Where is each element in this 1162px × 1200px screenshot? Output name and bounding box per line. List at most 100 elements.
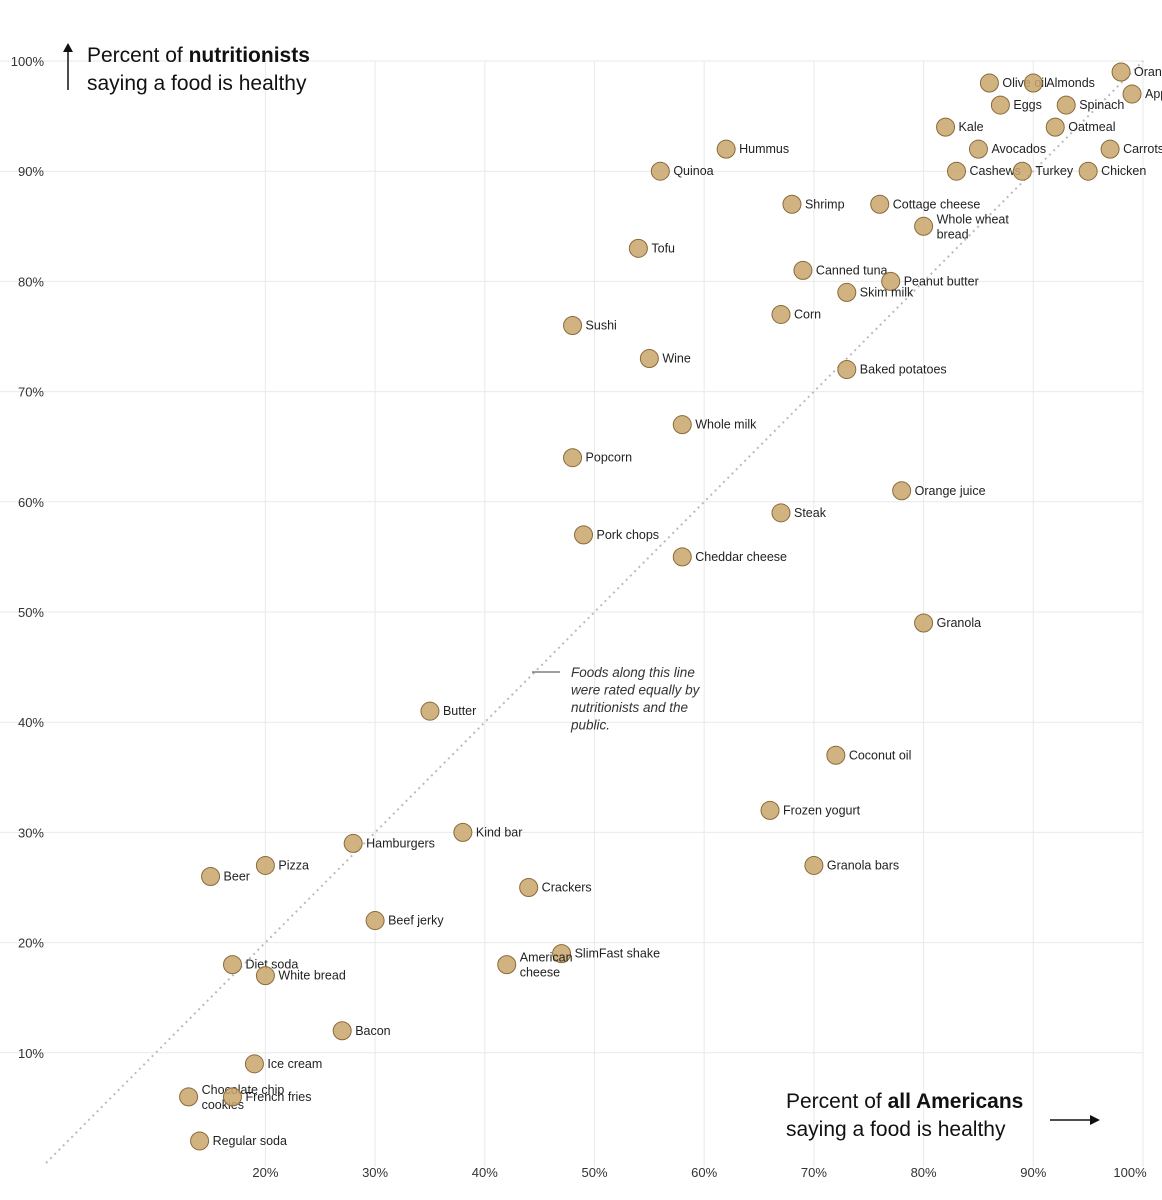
data-point bbox=[650, 161, 670, 181]
point-label: Corn bbox=[794, 307, 821, 321]
y-axis-title-bold: nutritionists bbox=[189, 44, 310, 67]
y-axis-title-line1: Percent of nutritionists bbox=[87, 44, 310, 67]
point-label: Spinach bbox=[1079, 98, 1124, 112]
point-label: Eggs bbox=[1013, 98, 1042, 112]
data-point bbox=[793, 260, 813, 280]
y-tick-label: 10% bbox=[18, 1046, 44, 1061]
data-point bbox=[255, 966, 275, 986]
x-tick-label: 80% bbox=[911, 1165, 937, 1180]
point-label: Ice cream bbox=[267, 1057, 322, 1071]
point-label: Orange juice bbox=[915, 484, 986, 498]
equality-line bbox=[45, 60, 1144, 1164]
point-label: Beer bbox=[224, 869, 250, 883]
point-label: Coconut oil bbox=[849, 748, 912, 762]
y-tick-label: 70% bbox=[18, 385, 44, 400]
data-point bbox=[222, 1087, 242, 1107]
point-label: White bread bbox=[278, 969, 345, 983]
point-label: American cheese bbox=[520, 951, 573, 980]
point-label: Baked potatoes bbox=[860, 363, 947, 377]
point-label: Almonds bbox=[1046, 76, 1095, 90]
data-point bbox=[826, 745, 846, 765]
x-tick-label: 50% bbox=[581, 1165, 607, 1180]
data-point bbox=[365, 911, 385, 931]
data-point bbox=[563, 448, 583, 468]
point-label: Popcorn bbox=[586, 451, 633, 465]
data-point bbox=[179, 1087, 199, 1107]
data-point bbox=[343, 833, 363, 853]
data-point bbox=[519, 878, 539, 897]
data-point bbox=[672, 415, 692, 435]
data-point bbox=[870, 194, 890, 214]
data-point bbox=[190, 1131, 210, 1151]
point-label: Butter bbox=[443, 704, 476, 718]
point-label: Hummus bbox=[739, 142, 789, 156]
up-arrowhead-icon bbox=[63, 43, 73, 52]
point-label: Avocados bbox=[991, 142, 1046, 156]
point-label: Quinoa bbox=[673, 164, 713, 178]
data-point bbox=[771, 304, 791, 324]
x-axis-title-bold: all Americans bbox=[888, 1090, 1024, 1113]
data-point bbox=[453, 822, 473, 842]
x-tick-label: 40% bbox=[472, 1165, 498, 1180]
data-point bbox=[782, 194, 802, 214]
data-point bbox=[628, 238, 648, 258]
point-label: Crackers bbox=[542, 881, 592, 895]
data-point bbox=[222, 955, 242, 975]
x-tick-label: 100% bbox=[1113, 1165, 1147, 1180]
data-point bbox=[716, 139, 736, 159]
point-label: Turkey bbox=[1035, 164, 1073, 178]
x-axis-ticks: 20% 30% 40% 50% 60% 70% 80% 90% 100% bbox=[252, 1165, 1147, 1180]
y-tick-label: 20% bbox=[18, 936, 44, 951]
y-tick-label: 80% bbox=[18, 274, 44, 289]
y-tick-label: 60% bbox=[18, 495, 44, 510]
equality-note: Foods along this line were rated equally … bbox=[532, 665, 701, 733]
y-tick-label: 90% bbox=[18, 164, 44, 179]
data-point bbox=[771, 503, 791, 523]
point-label: Granola bars bbox=[827, 858, 899, 872]
data-point bbox=[936, 117, 956, 137]
y-axis-title: Percent of nutritionists saying a food i… bbox=[63, 43, 310, 95]
y-tick-label: 50% bbox=[18, 605, 44, 620]
grid bbox=[0, 60, 1144, 1167]
y-tick-label: 100% bbox=[11, 54, 45, 69]
point-label: Chicken bbox=[1101, 164, 1146, 178]
point-label: Shrimp bbox=[805, 197, 845, 211]
data-point bbox=[255, 855, 275, 875]
data-point bbox=[497, 955, 517, 975]
point-label: Pork chops bbox=[597, 528, 660, 542]
point-label: Peanut butter bbox=[904, 274, 979, 288]
point-label: Skim milk bbox=[860, 285, 914, 299]
point-label: Apple bbox=[1145, 87, 1162, 101]
point-label: Steak bbox=[794, 506, 827, 520]
y-axis-ticks: 10% 20% 30% 40% 50% 60% 70% 80% 90% 100% bbox=[11, 54, 45, 1061]
x-axis-title-pre: Percent of bbox=[786, 1090, 888, 1113]
data-point bbox=[332, 1021, 352, 1041]
point-label: Cashews bbox=[970, 164, 1021, 178]
data-point bbox=[639, 349, 659, 369]
data-point bbox=[979, 73, 999, 93]
data-point bbox=[1012, 161, 1032, 181]
y-axis-title-pre: Percent of bbox=[87, 44, 189, 67]
data-point bbox=[914, 613, 934, 633]
point-label: Whole wheat bread bbox=[937, 212, 1010, 241]
point-label: Cottage cheese bbox=[893, 197, 981, 211]
data-point bbox=[947, 161, 967, 181]
data-point bbox=[892, 481, 912, 501]
point-label: Kind bar bbox=[476, 825, 523, 839]
data-point bbox=[837, 360, 857, 380]
point-label: Orange bbox=[1134, 65, 1162, 79]
data-point bbox=[672, 547, 692, 567]
data-point bbox=[1111, 62, 1131, 82]
x-tick-label: 60% bbox=[691, 1165, 717, 1180]
data-point bbox=[574, 525, 594, 545]
point-label: Canned tuna bbox=[816, 263, 888, 277]
point-label: Frozen yogurt bbox=[783, 803, 861, 817]
x-axis-title-line2: saying a food is healthy bbox=[786, 1118, 1006, 1141]
x-tick-label: 70% bbox=[801, 1165, 827, 1180]
data-point bbox=[881, 271, 901, 291]
right-arrowhead-icon bbox=[1090, 1115, 1100, 1125]
y-axis-title-line2: saying a food is healthy bbox=[87, 72, 307, 95]
